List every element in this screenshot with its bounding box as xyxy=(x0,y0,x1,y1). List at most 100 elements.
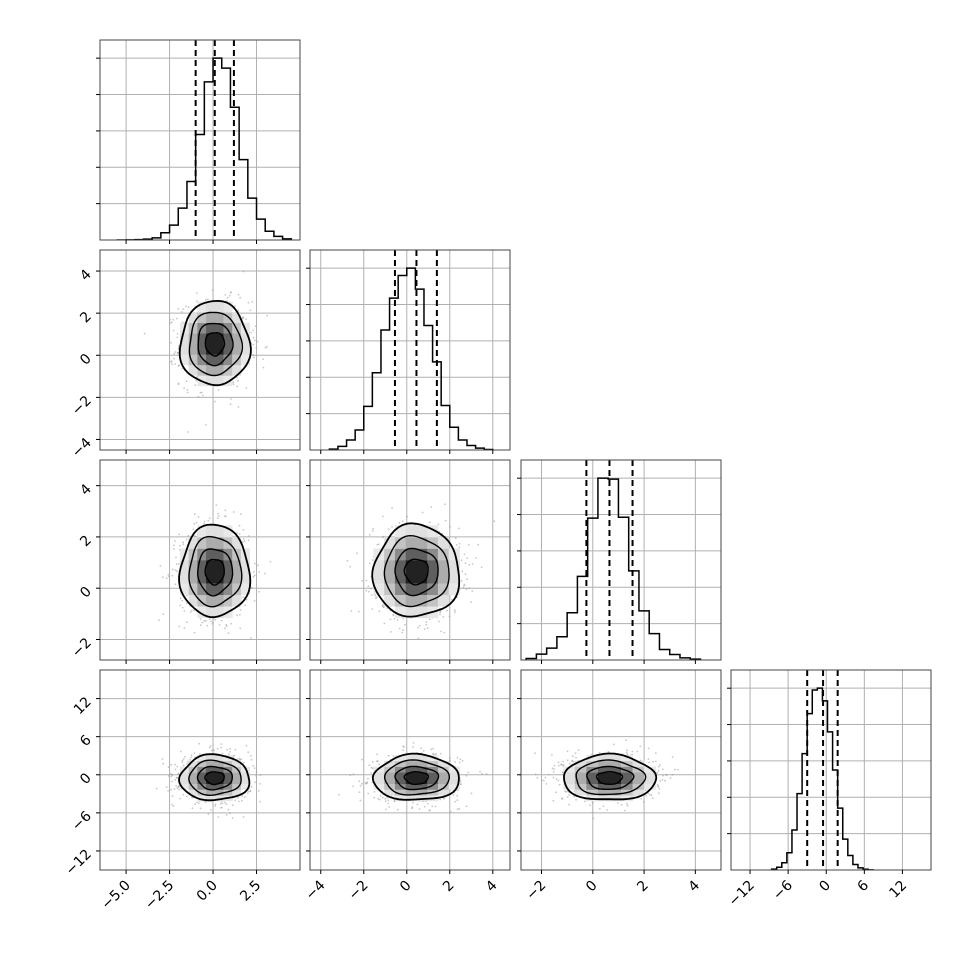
scatter-point xyxy=(226,296,229,299)
density-cell xyxy=(232,583,242,596)
density-cell xyxy=(448,766,460,773)
scatter-point xyxy=(251,586,253,589)
scatter-point xyxy=(266,314,268,317)
scatter-point xyxy=(443,798,445,800)
panel-plot-area xyxy=(100,670,300,870)
scatter-point xyxy=(158,619,160,622)
scatter-point xyxy=(647,758,650,760)
scatter-point xyxy=(212,621,214,624)
scatter-point xyxy=(379,795,382,797)
scatter-point xyxy=(421,511,424,514)
scatter-point xyxy=(442,616,445,618)
density-cell xyxy=(373,783,385,790)
scatter-point xyxy=(376,543,379,546)
density-cell xyxy=(427,766,439,773)
density-cell xyxy=(416,571,428,584)
scatter-point xyxy=(194,756,196,758)
density-cell xyxy=(188,560,198,572)
density-cell xyxy=(405,525,417,538)
scatter-point xyxy=(221,802,224,804)
scatter-point xyxy=(199,391,202,394)
scatter-point xyxy=(174,540,176,542)
scatter-point xyxy=(365,579,368,582)
scatter-point xyxy=(231,804,234,807)
density-cell xyxy=(232,594,242,607)
scatter-point xyxy=(228,753,230,756)
scatter-point xyxy=(412,746,414,748)
scatter-point xyxy=(392,755,395,757)
scatter-point xyxy=(234,305,236,307)
scatter-point xyxy=(557,779,560,782)
scatter-point xyxy=(430,506,433,508)
scatter-point xyxy=(250,637,252,639)
scatter-point xyxy=(365,589,368,592)
scatter-point xyxy=(458,542,461,545)
density-cell xyxy=(597,760,610,767)
scatter-point xyxy=(269,560,272,563)
scatter-point xyxy=(155,787,158,790)
x-tick-label: 6 xyxy=(855,877,873,895)
scatter-point xyxy=(426,627,429,630)
density-cell xyxy=(384,571,396,584)
panel-plot-area xyxy=(100,40,300,240)
scatter-point xyxy=(373,790,376,793)
scatter-point xyxy=(645,794,647,797)
scatter-point xyxy=(350,610,353,612)
scatter-point xyxy=(657,785,659,788)
scatter-point xyxy=(368,764,371,767)
scatter-point xyxy=(359,784,362,787)
density-cell xyxy=(206,525,216,538)
scatter-point xyxy=(176,336,179,339)
scatter-point xyxy=(182,308,185,311)
scatter-point xyxy=(170,341,172,344)
scatter-point xyxy=(358,791,361,793)
scatter-point xyxy=(239,627,242,630)
scatter-point xyxy=(245,318,248,320)
scatter-point xyxy=(388,806,391,808)
density-cell xyxy=(223,583,233,596)
scatter-point xyxy=(392,613,395,616)
scatter-point xyxy=(252,353,255,356)
density-cell xyxy=(188,594,198,607)
scatter-point xyxy=(199,618,202,620)
density-cell xyxy=(188,789,198,796)
scatter-point xyxy=(665,773,668,776)
density-cell xyxy=(609,789,622,796)
scatter-point xyxy=(387,528,390,531)
density-cell xyxy=(427,594,439,607)
density-cell xyxy=(197,364,207,376)
scatter-point xyxy=(178,788,181,791)
scatter-point xyxy=(543,779,545,782)
scatter-point xyxy=(677,768,679,771)
scatter-point xyxy=(224,627,227,630)
density-cell xyxy=(597,755,610,762)
scatter-point xyxy=(398,522,401,524)
density-cell xyxy=(180,343,190,355)
density-cell xyxy=(427,560,439,572)
scatter-point xyxy=(551,753,553,756)
scatter-point xyxy=(183,610,186,612)
scatter-point xyxy=(242,270,245,273)
panel-2-0 xyxy=(96,459,301,664)
scatter-point xyxy=(173,548,176,550)
scatter-point xyxy=(370,594,373,596)
panel-frame xyxy=(309,249,511,451)
scatter-point xyxy=(560,763,562,766)
panel-1-1 xyxy=(306,249,511,454)
scatter-point xyxy=(179,797,182,800)
scatter-point xyxy=(661,778,664,781)
scatter-point xyxy=(460,580,463,582)
density-cell xyxy=(405,594,417,607)
scatter-point xyxy=(465,588,468,591)
contour-line xyxy=(384,759,450,796)
scatter-point xyxy=(381,515,384,518)
density-cell xyxy=(609,783,622,790)
density-cell xyxy=(437,772,450,779)
scatter-point xyxy=(227,632,230,634)
scatter-point xyxy=(468,564,471,566)
scatter-point xyxy=(249,309,252,312)
scatter-point xyxy=(238,533,241,535)
scatter-point xyxy=(358,780,361,783)
density-cell xyxy=(232,777,242,785)
scatter-point xyxy=(247,751,250,754)
